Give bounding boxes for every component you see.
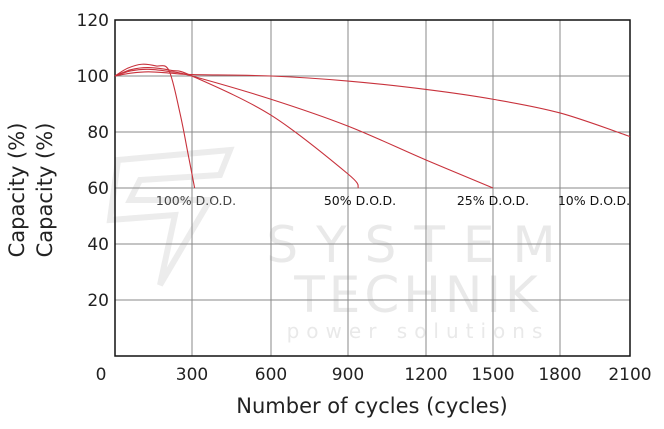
y-tick-label: 80: [87, 123, 109, 143]
plot-frame: [114, 19, 631, 357]
x-tick-label: 1200: [404, 365, 447, 385]
series-label: 50% D.O.D.: [324, 193, 396, 208]
y-axis-label-overlap: Capacity (%): [5, 123, 29, 258]
y-tick-label: 100: [77, 67, 109, 87]
series-labels: 100% D.O.D. 50% D.O.D. 25% D.O.D. 10% D.O.D…: [156, 193, 630, 208]
series-line-3: [114, 71, 631, 138]
series-lines: [114, 63, 631, 189]
watermark-line2: TECHNIK: [293, 266, 542, 324]
watermark-line1: SYSTEM: [266, 216, 573, 274]
x-tick-label: 300: [176, 365, 208, 385]
y-axis-label: Capacity (%): [33, 123, 57, 258]
series-label: 100% D.O.D.: [156, 193, 236, 208]
series-label: 10% D.O.D.: [558, 193, 630, 208]
tick-labels: 0 300 600 900 1200 1500 1800 2100 20 40 60 80 100 120: [77, 11, 652, 385]
watermark: SYSTEM TECHNIK power solutions: [106, 146, 573, 343]
y-tick-label: 40: [87, 235, 109, 255]
x-tick-label: 2100: [608, 365, 651, 385]
x-tick-label: 0: [96, 365, 107, 385]
y-tick-label: 120: [77, 11, 109, 31]
watermark-line3: power solutions: [287, 319, 550, 343]
x-axis-label: Number of cycles (cycles): [236, 394, 507, 418]
x-tick-label: 600: [255, 365, 287, 385]
series-label: 25% D.O.D.: [457, 193, 529, 208]
x-tick-label: 900: [332, 365, 364, 385]
series-line-0: [114, 63, 196, 189]
series-line-2: [114, 68, 494, 189]
y-tick-label: 60: [87, 179, 109, 199]
grid: [114, 19, 631, 357]
x-tick-label: 1500: [471, 365, 514, 385]
y-tick-label: 20: [87, 291, 109, 311]
x-tick-label: 1800: [538, 365, 581, 385]
series-line-1: [114, 67, 359, 189]
watermark-logo-icon: [106, 146, 235, 287]
